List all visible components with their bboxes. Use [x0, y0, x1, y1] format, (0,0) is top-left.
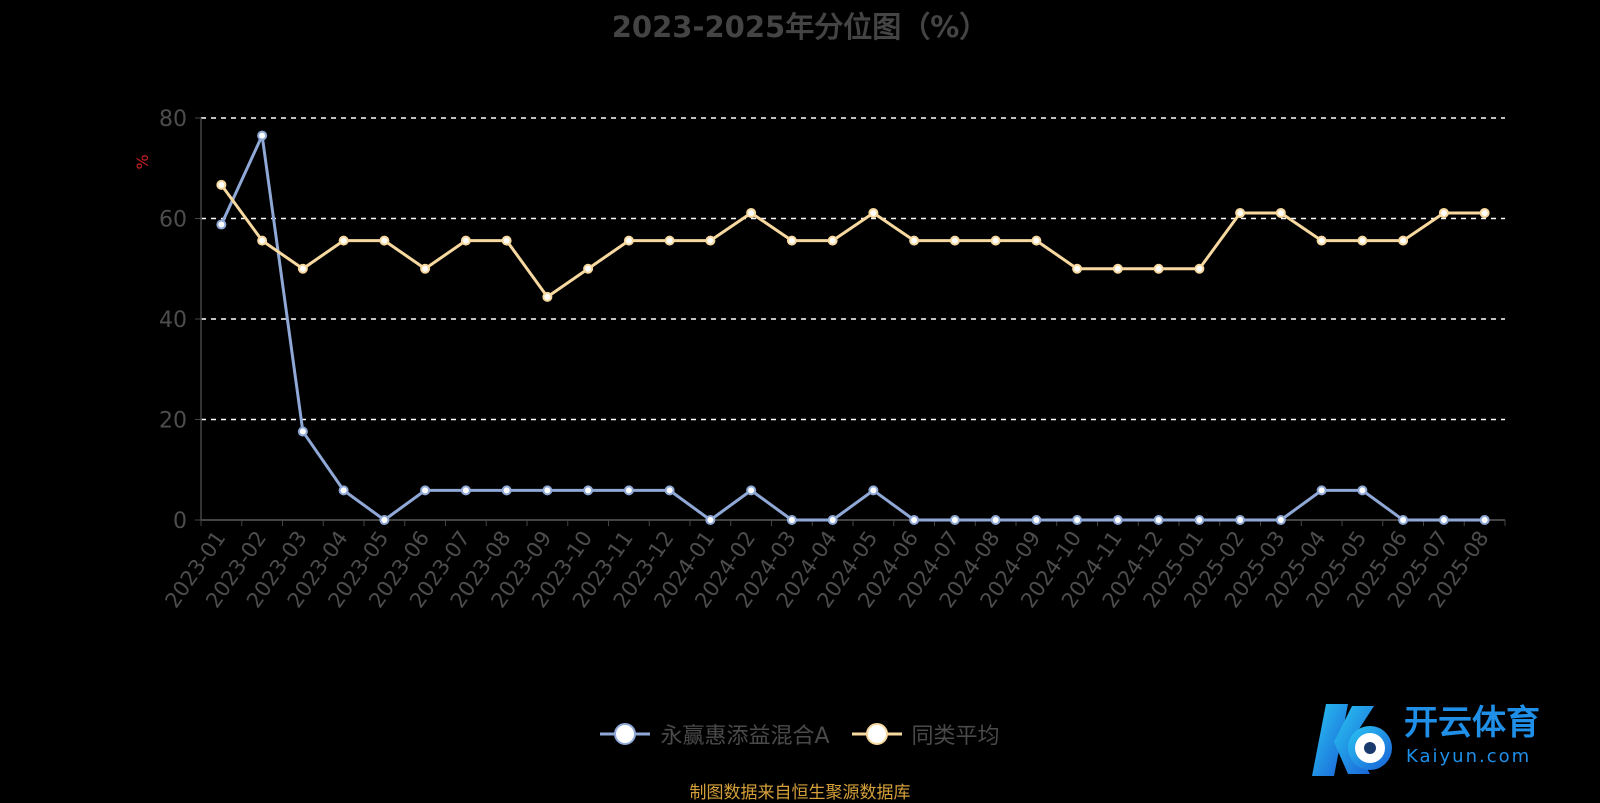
legend-item-series-1[interactable]: 永赢惠添益混合A [600, 718, 830, 750]
data-point [257, 235, 268, 246]
data-point [1153, 515, 1164, 525]
data-point [827, 235, 838, 246]
legend-label: 同类平均 [911, 724, 1000, 749]
data-point [1235, 207, 1246, 218]
data-point [1398, 515, 1409, 525]
data-point [949, 235, 960, 246]
data-point [827, 515, 838, 525]
series-1 [216, 130, 1490, 525]
series [216, 130, 1490, 525]
data-point [1275, 515, 1286, 525]
data-point [664, 235, 675, 246]
source-note: 制图数据来自恒生聚源数据库 [689, 783, 911, 803]
axes: 0204060802023-012023-022023-032023-04202… [159, 107, 1506, 612]
data-point [746, 485, 757, 496]
data-point [1112, 263, 1123, 274]
series-line [220, 183, 1485, 299]
y-tick-label: 20 [159, 409, 187, 434]
data-point [379, 515, 390, 525]
data-point [1235, 515, 1246, 525]
data-point [1316, 235, 1327, 246]
data-point [1438, 515, 1449, 525]
y-tick-label: 40 [159, 308, 187, 333]
legend-marker-icon [600, 723, 651, 745]
data-point [1275, 207, 1286, 218]
y-tick-label: 80 [159, 107, 187, 132]
data-point [623, 235, 634, 246]
data-point [216, 179, 227, 190]
data-point [909, 515, 920, 525]
data-point [623, 485, 634, 496]
data-point [1153, 263, 1164, 274]
data-point [420, 263, 431, 274]
data-point [257, 130, 268, 141]
data-point [216, 219, 227, 230]
data-point [1438, 207, 1449, 218]
data-point [990, 515, 1001, 525]
data-point [460, 235, 471, 246]
data-point [542, 291, 553, 302]
legend-marker-icon [851, 723, 902, 745]
data-point [1072, 263, 1083, 274]
data-point [746, 207, 757, 218]
data-point [1031, 235, 1042, 246]
data-point [297, 263, 308, 274]
data-point [705, 515, 716, 525]
data-point [297, 426, 308, 437]
data-point [583, 263, 594, 274]
data-point [909, 235, 920, 246]
data-point [379, 235, 390, 246]
data-point [664, 485, 675, 496]
data-point [542, 485, 553, 496]
data-point [1194, 515, 1205, 525]
data-point [420, 485, 431, 496]
data-point [338, 485, 349, 496]
legend-item-series-2[interactable]: 同类平均 [851, 718, 1000, 750]
chart-title: 2023-2025年分位图（%） [611, 10, 989, 44]
legend: 永赢惠添益混合A 同类平均 [0, 718, 1600, 750]
data-point [1479, 515, 1490, 525]
watermark-domain: Kaiyun.com [1406, 746, 1531, 767]
data-point [1479, 207, 1490, 218]
data-point [1112, 515, 1123, 525]
y-tick-label: 0 [173, 509, 187, 534]
data-point [1316, 485, 1327, 496]
data-point [1031, 515, 1042, 525]
data-point [705, 235, 716, 246]
data-point [501, 235, 512, 246]
data-point [868, 207, 879, 218]
data-point [460, 485, 471, 496]
data-point [583, 485, 594, 496]
data-point [990, 235, 1001, 246]
y-tick-label: 60 [159, 208, 187, 233]
series-2 [216, 179, 1490, 302]
data-point [1357, 485, 1368, 496]
data-point [1398, 235, 1409, 246]
data-point [868, 485, 879, 496]
data-point [338, 235, 349, 246]
grid-lines [201, 117, 1505, 421]
legend-label: 永赢惠添益混合A [660, 724, 830, 749]
data-point [1194, 263, 1205, 274]
kaiyun-logo: 开云体育 Kaiyun.com [1312, 703, 1540, 776]
watermark-name: 开云体育 [1404, 703, 1540, 743]
data-point [1357, 235, 1368, 246]
series-line [220, 134, 1485, 522]
data-point [786, 235, 797, 246]
data-point [1072, 515, 1083, 525]
data-point [786, 515, 797, 525]
data-point [949, 515, 960, 525]
y-axis-label: % [133, 154, 152, 169]
data-point [501, 485, 512, 496]
